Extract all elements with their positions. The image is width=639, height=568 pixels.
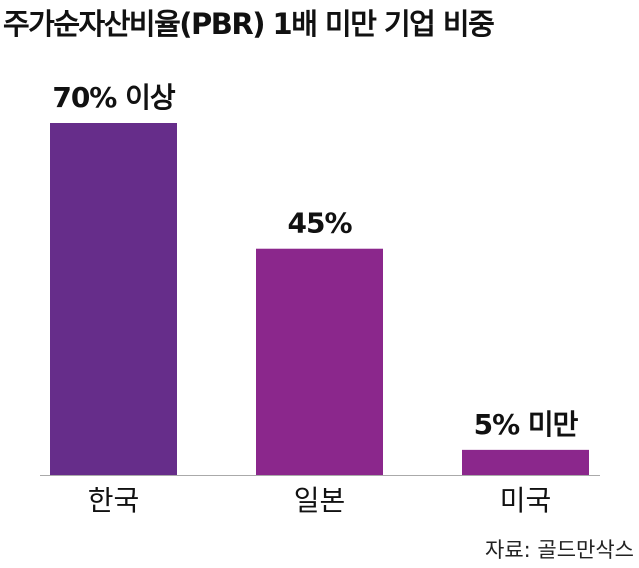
x-tick-label: 한국 bbox=[88, 484, 140, 517]
data-label: 45% bbox=[287, 207, 352, 240]
bar bbox=[50, 123, 177, 475]
chart-title: 주가순자산비율(PBR) 1배 미만 기업 비중 bbox=[3, 7, 494, 41]
data-label: 5% 미만 bbox=[474, 408, 579, 441]
data-label: 70% 이상 bbox=[52, 81, 176, 114]
bar bbox=[256, 248, 383, 475]
bar bbox=[462, 449, 589, 475]
x-tick-label: 일본 bbox=[294, 484, 346, 517]
source: 자료: 골드만삭스 bbox=[485, 538, 634, 562]
x-tick-label: 미국 bbox=[500, 484, 552, 517]
